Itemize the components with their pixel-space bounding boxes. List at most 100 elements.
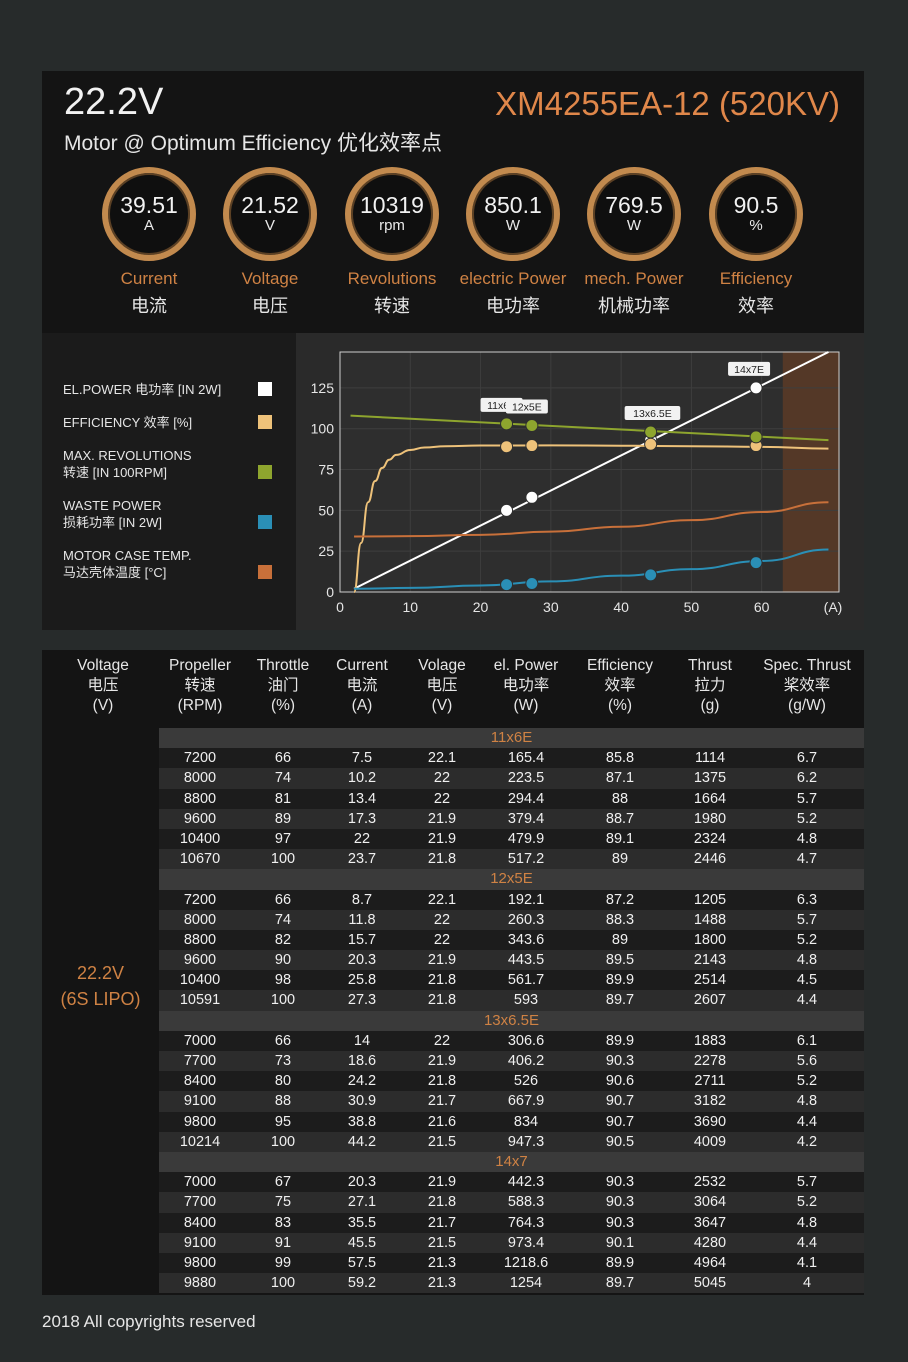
gauge-ring: 769.5 W bbox=[587, 167, 681, 261]
table-cell: 2711 bbox=[694, 1073, 726, 1090]
column-header-en: Current bbox=[336, 657, 388, 674]
legend-swatch-case-temp bbox=[258, 565, 272, 579]
table-cell: 89.9 bbox=[605, 1032, 635, 1049]
table-cell: 67 bbox=[274, 1174, 292, 1191]
table-cell: 5.2 bbox=[796, 810, 818, 827]
table-cell: 66 bbox=[274, 891, 292, 908]
table-cell: 100 bbox=[270, 851, 296, 868]
table-cell: 25.8 bbox=[347, 972, 377, 989]
propeller-label: 12x5E bbox=[512, 401, 542, 413]
table-cell: 2446 bbox=[693, 851, 727, 868]
table-cell: 90.1 bbox=[605, 1234, 635, 1251]
table-cell: 89.9 bbox=[605, 1254, 635, 1271]
legend-swatch-efficiency bbox=[258, 415, 272, 429]
column-header-en: el. Power bbox=[493, 657, 559, 674]
gauge-mech-power: 769.5 W mech. Power 机械功率 bbox=[569, 167, 699, 318]
table-cell: 561.7 bbox=[507, 972, 545, 989]
table-cell: 22 bbox=[433, 1032, 451, 1049]
table-cell: 95 bbox=[274, 1113, 292, 1130]
gauge-value: 850.1 bbox=[484, 192, 542, 218]
table-cell: 27.1 bbox=[347, 1194, 377, 1211]
table-cell: 260.3 bbox=[507, 911, 545, 928]
table-cell: 21.3 bbox=[427, 1275, 457, 1292]
table-cell: 7700 bbox=[183, 1053, 217, 1069]
table-row: 8800 82 15.7 22 343.6 89 1800 5.2 bbox=[159, 929, 864, 951]
legend-swatch-el-power bbox=[258, 382, 272, 396]
table-cell: 66 bbox=[274, 750, 292, 767]
propeller-group-header: 14x7 bbox=[159, 1151, 864, 1173]
column-header-unit: (%) bbox=[270, 697, 296, 714]
data-point bbox=[500, 440, 514, 454]
table-cell: 88.3 bbox=[605, 911, 635, 928]
propeller-group-header: 12x5E bbox=[159, 869, 864, 890]
table-cell: 21.8 bbox=[427, 851, 457, 868]
table-cell: 87.2 bbox=[605, 891, 635, 908]
gauge-label-en: mech. Power bbox=[584, 269, 684, 288]
column-header-cn: 油门 bbox=[267, 677, 299, 694]
table-cell: 22 bbox=[433, 911, 451, 928]
table-cell: 7.5 bbox=[351, 750, 373, 767]
table-cell: 2532 bbox=[693, 1174, 727, 1191]
propeller-group-header: 13x6.5E bbox=[159, 1010, 864, 1031]
table-cell: 57.5 bbox=[347, 1254, 377, 1271]
table-row: 7200 66 8.7 22.1 192.1 87.2 1205 6.3 bbox=[159, 889, 864, 910]
table-cell: 22.1 bbox=[427, 891, 457, 908]
x-tick-label: 0 bbox=[336, 599, 344, 615]
legend-case-temp: MOTOR CASE TEMP. 马达壳体温度 [°C] bbox=[63, 547, 192, 581]
column-header-cn: 转速 bbox=[184, 677, 216, 694]
table-cell: 8400 bbox=[183, 1214, 217, 1231]
table-cell: 4.1 bbox=[796, 1254, 818, 1271]
table-cell: 66 bbox=[274, 1032, 292, 1049]
column-header-unit: (V) bbox=[92, 697, 114, 714]
column-header-unit: (A) bbox=[351, 697, 373, 714]
gauge-efficiency: 90.5 % Efficiency 效率 bbox=[691, 167, 821, 318]
table-cell: 90.3 bbox=[605, 1174, 635, 1191]
table-cell: 97 bbox=[274, 830, 292, 847]
table-cell: 1254 bbox=[509, 1275, 543, 1292]
gauge-electric-power: 850.1 W electric Power 电功率 bbox=[448, 167, 578, 318]
table-cell: 4.8 bbox=[796, 830, 818, 847]
table-cell: 973.4 bbox=[507, 1234, 545, 1251]
table-row: 10400 97 22 21.9 479.9 89.1 2324 4.8 bbox=[159, 828, 864, 850]
gauge-unit: A bbox=[143, 217, 154, 234]
table-cell: 5.7 bbox=[796, 1174, 818, 1191]
table-cell: 24.2 bbox=[347, 1073, 377, 1090]
table-cell: 90.7 bbox=[605, 1093, 635, 1110]
gauge-label-cn: 机械功率 bbox=[598, 296, 670, 316]
gauge-unit: V bbox=[264, 217, 275, 234]
propeller-name: 11x6E bbox=[490, 729, 533, 746]
table-cell: 22 bbox=[353, 830, 371, 847]
motor-model: XM4255EA-12 (520KV) bbox=[495, 85, 840, 122]
table-cell: 9880 bbox=[183, 1275, 217, 1292]
column-header-unit: (RPM) bbox=[177, 697, 223, 714]
table-cell: 10400 bbox=[179, 972, 221, 989]
column-header-cn: 电压 bbox=[426, 677, 458, 694]
table-cell: 22 bbox=[433, 931, 451, 948]
table-cell: 59.2 bbox=[347, 1275, 377, 1292]
gauge-label-cn: 电压 bbox=[252, 296, 288, 316]
column-header-unit: (g/W) bbox=[788, 697, 826, 714]
gauge-label-en: Efficiency bbox=[719, 269, 793, 288]
table-cell: 3647 bbox=[693, 1214, 727, 1231]
table-cell: 5.2 bbox=[796, 931, 818, 948]
gauge-label-cn: 效率 bbox=[738, 296, 774, 316]
table-cell: 9100 bbox=[183, 1093, 217, 1110]
column-header: el. Power 电功率 (W) bbox=[466, 656, 586, 716]
table-row: 8800 81 13.4 22 294.4 88 1664 5.7 bbox=[159, 788, 864, 809]
table-cell: 90.7 bbox=[605, 1113, 635, 1130]
table-cell: 4964 bbox=[693, 1254, 727, 1271]
propeller-name: 12x5E bbox=[490, 870, 533, 888]
column-header-en: Spec. Thrust bbox=[763, 657, 851, 674]
column-header-en: Volage bbox=[418, 657, 466, 674]
gauge-ring: 90.5 % bbox=[709, 167, 803, 261]
table-cell: 9600 bbox=[183, 952, 217, 969]
efficiency-line bbox=[353, 444, 829, 593]
table-cell: 89.7 bbox=[605, 992, 635, 1009]
gauge-revolutions: 10319 rpm Revolutions 转速 bbox=[327, 167, 457, 318]
column-header-unit: (g) bbox=[700, 697, 720, 714]
table-cell: 8800 bbox=[183, 931, 217, 948]
table-cell: 6.7 bbox=[796, 750, 818, 767]
table-cell: 4.2 bbox=[796, 1133, 818, 1150]
table-cell: 4.5 bbox=[796, 972, 818, 989]
table-cell: 21.3 bbox=[427, 1254, 457, 1271]
